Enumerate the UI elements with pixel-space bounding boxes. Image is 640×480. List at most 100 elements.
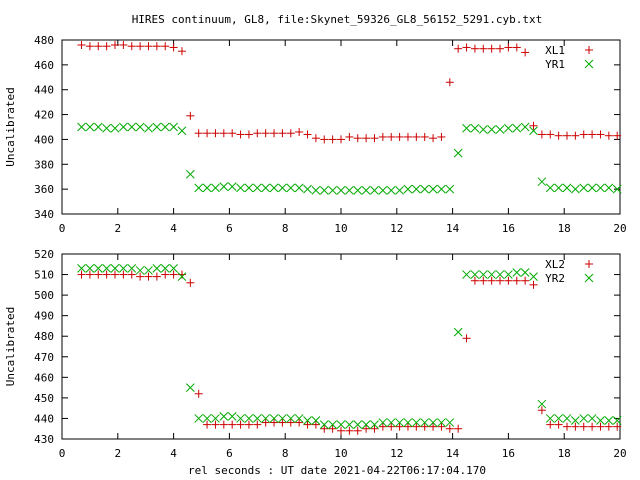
y-tick-label: 460 [34,59,54,72]
x-tick-label: 6 [226,222,233,235]
y-tick-label: 510 [34,269,54,282]
data-point [604,183,614,193]
plot-panel-1: 340 360 380 400 420 440 460 480 0 2 4 6 8 10 12 14 16 18 2… [4,34,627,235]
data-point [244,130,253,139]
data-point [144,266,153,275]
data-point [219,129,228,138]
y-tick-label: 400 [34,133,54,146]
x-tick-label: 4 [170,447,177,460]
data-point [169,122,178,132]
data-point [470,276,479,285]
x-tick-label: 16 [502,447,515,460]
data-point [236,130,245,139]
data-point [127,264,137,273]
y-tick-label: 450 [34,392,54,405]
data-point [613,422,622,431]
y-tick-label: 470 [34,351,54,364]
data-point [219,412,229,421]
data-point [520,268,530,277]
data-point [102,123,111,133]
data-point [504,43,513,52]
data-point [119,122,128,132]
data-point [227,182,237,192]
data-point [85,42,94,51]
data-point [537,130,546,139]
series-YR1 [77,122,622,195]
data-point [186,111,195,120]
data-point [579,130,588,139]
data-point [152,42,161,51]
data-point [303,184,312,194]
data-point [311,420,320,429]
data-point [504,123,513,133]
data-point [144,272,153,281]
data-point [378,418,388,427]
data-point [412,422,421,431]
data-point [403,418,413,427]
data-point [177,47,186,56]
data-point [219,420,228,429]
data-point [395,422,404,431]
data-point [429,422,438,431]
x-tick-label: 12 [390,447,403,460]
x-tick-label: 14 [446,447,460,460]
data-point [253,129,262,138]
y-tick-label: 460 [34,371,54,384]
x-tick-label: 18 [558,447,571,460]
data-point [588,130,597,139]
data-point [453,327,463,337]
data-point [311,186,321,195]
data-point [546,420,555,429]
data-point [102,264,111,273]
data-point [370,134,379,143]
x-tick-label: 2 [114,447,121,460]
data-point [320,424,329,433]
data-point [362,134,371,143]
data-point [336,186,346,195]
data-point [512,123,522,133]
data-point [119,270,128,279]
data-point [554,131,563,140]
data-point [604,416,614,425]
data-point [252,414,262,423]
data-point [244,420,253,429]
data-point [362,424,371,433]
data-point [169,270,178,279]
data-point [378,132,387,141]
data-point [93,264,103,273]
data-point [144,123,153,133]
data-point [261,414,271,423]
y-tick-label: 380 [34,158,54,171]
data-point [470,123,480,133]
data-point [545,183,555,193]
data-point [420,418,430,427]
data-point [521,276,530,285]
data-point [286,414,296,423]
y-tick-label: 420 [34,109,54,122]
data-point [211,183,220,193]
y-tick-label: 500 [34,289,54,302]
data-point [412,132,421,141]
data-point [77,122,86,132]
data-point [361,420,371,429]
data-point [177,126,187,136]
plot-frame [61,39,621,215]
data-point [261,418,270,427]
data-point [428,418,438,427]
data-point [403,132,412,141]
data-point [529,280,538,289]
data-point [428,184,438,194]
data-point [202,183,212,193]
plot-frame [61,253,621,440]
x-tick-label: 2 [114,222,121,235]
data-point [144,42,153,51]
data-point [294,183,304,193]
data-point [160,264,170,273]
data-point [85,264,95,273]
legend-label: YR1 [545,58,565,71]
data-point [244,183,254,193]
data-point [328,186,337,195]
data-point [554,183,563,193]
data-point [77,270,86,279]
